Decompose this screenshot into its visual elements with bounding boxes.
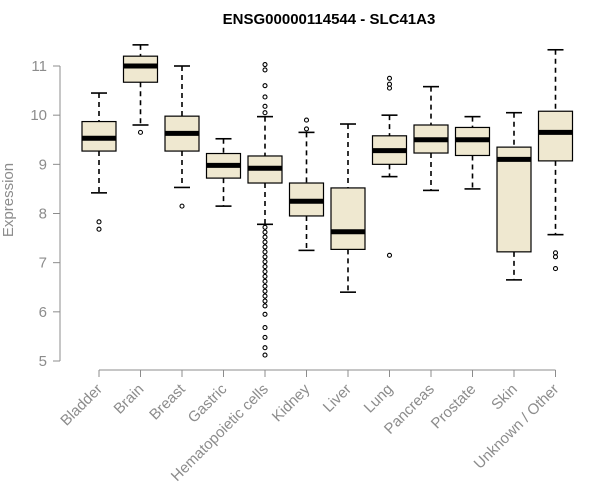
outlier-point	[262, 244, 268, 250]
outlier-point	[386, 252, 393, 258]
box-pancreas	[413, 85, 449, 192]
y-tick-label: 8	[39, 206, 47, 223]
outlier-point	[262, 239, 268, 245]
outlier-point	[262, 278, 268, 284]
box-brain	[122, 44, 159, 135]
y-tick-label: 9	[39, 156, 47, 173]
x-tick-label: Kidney	[269, 380, 314, 425]
x-tick-label: Skin	[488, 381, 521, 414]
box-breast	[164, 65, 200, 209]
outlier-point	[262, 110, 268, 116]
box-lung	[371, 75, 408, 258]
outlier-point	[552, 254, 559, 260]
outlier-point	[262, 249, 268, 255]
x-tick-label: Bladder	[57, 381, 106, 430]
outlier-point	[262, 293, 268, 299]
outlier-point	[262, 283, 268, 289]
iqr-box	[496, 146, 532, 253]
outlier-point	[262, 259, 268, 265]
iqr-box	[537, 110, 574, 162]
outlier-point	[262, 254, 268, 260]
outlier-point	[96, 226, 102, 232]
y-tick-label: 11	[31, 58, 47, 75]
outlier-point	[262, 268, 268, 275]
outlier-point	[386, 75, 393, 81]
x-tick-label: Liver	[320, 381, 355, 416]
outlier-point	[262, 61, 268, 68]
chart-title: ENSG00000114544 - SLC41A3	[223, 11, 436, 28]
outlier-point	[262, 288, 268, 294]
box-hematopoietic-cells	[247, 61, 283, 358]
box-gastric	[205, 137, 242, 207]
outlier-point	[262, 303, 268, 309]
outlier-point	[262, 311, 268, 317]
outlier-point	[262, 234, 268, 240]
x-tick-label: Prostate	[428, 381, 480, 433]
outlier-point	[262, 229, 268, 235]
outlier-point	[262, 298, 268, 304]
y-tick-label: 6	[39, 304, 47, 321]
box-liver	[330, 123, 366, 293]
outlier-point	[179, 203, 185, 209]
x-tick-label: Breast	[146, 380, 189, 423]
outlier-point	[262, 83, 268, 89]
outlier-point	[303, 126, 310, 132]
y-axis: 5 6 7 8 9 10 11	[30, 58, 61, 370]
outlier-point	[262, 334, 268, 340]
outlier-point	[262, 67, 268, 73]
outlier-point	[96, 219, 102, 225]
y-axis-label: Expression	[0, 163, 17, 237]
box-unknown-other	[537, 48, 574, 272]
outlier-point	[552, 266, 559, 272]
outlier-point	[262, 345, 268, 351]
x-tick-label: Lung	[361, 381, 397, 417]
box-kidney	[288, 117, 325, 252]
outlier-point	[386, 85, 393, 91]
y-tick-label: 7	[39, 255, 47, 272]
iqr-box	[330, 187, 366, 250]
y-tick-label: 10	[30, 107, 47, 124]
outlier-point	[262, 352, 268, 358]
box-skin	[496, 111, 532, 281]
iqr-box	[122, 55, 159, 83]
outlier-point	[262, 325, 268, 331]
box-bladder	[81, 92, 117, 232]
outlier-point	[262, 264, 268, 270]
box-prostate	[454, 115, 491, 190]
boxes-group	[81, 44, 574, 358]
outlier-point	[303, 117, 310, 123]
outlier-point	[262, 224, 268, 230]
outlier-point	[262, 103, 268, 109]
outlier-point	[262, 273, 268, 279]
outlier-point	[137, 129, 144, 135]
x-tick-label: Brain	[111, 381, 148, 418]
outlier-point	[262, 94, 268, 100]
y-tick-label: 5	[39, 353, 47, 370]
